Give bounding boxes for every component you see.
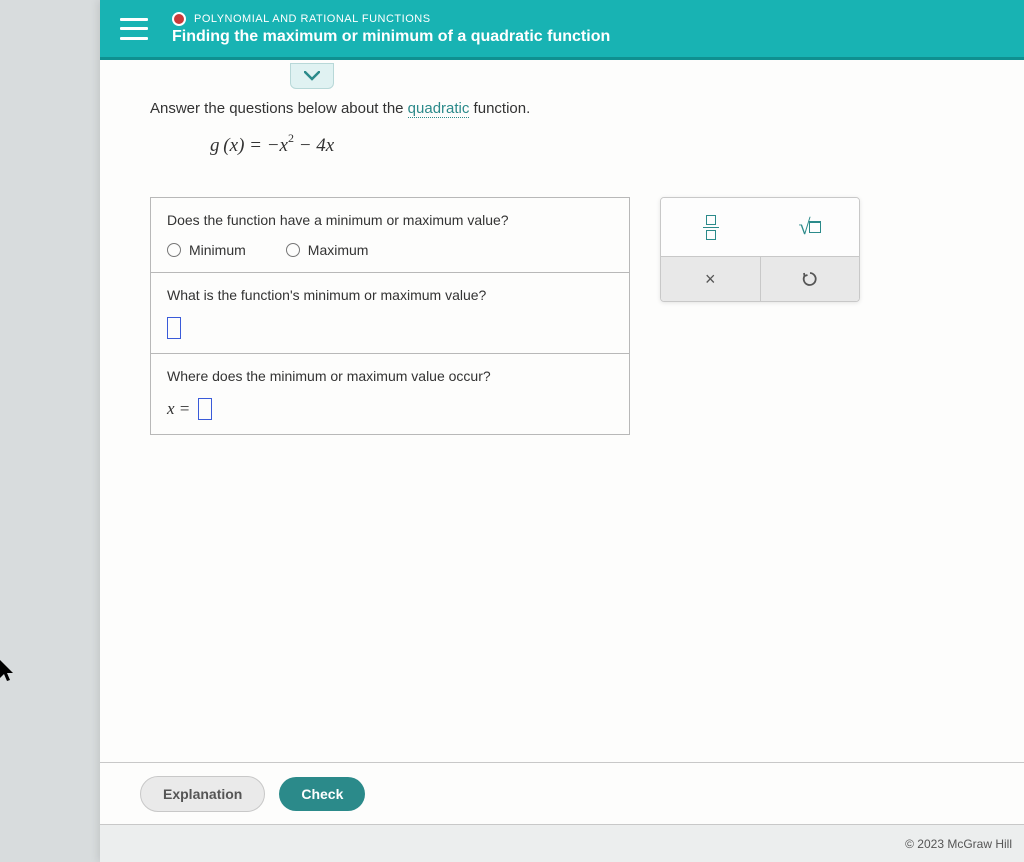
header-title: Finding the maximum or minimum of a quad… — [172, 28, 1004, 46]
q3-text: Where does the minimum or maximum value … — [167, 368, 613, 384]
content-area: Answer the questions below about the qua… — [100, 60, 1024, 435]
fraction-icon — [703, 215, 719, 241]
menu-icon[interactable] — [120, 18, 148, 40]
answer-input-value[interactable] — [167, 317, 181, 339]
explanation-button[interactable]: Explanation — [140, 776, 265, 812]
radio-icon — [286, 243, 300, 257]
copyright-text: © 2023 McGraw Hill — [905, 837, 1012, 851]
glossary-link-quadratic[interactable]: quadratic — [408, 100, 470, 118]
question-box: Does the function have a minimum or maxi… — [150, 197, 630, 435]
radio-minimum[interactable]: Minimum — [167, 242, 246, 258]
math-toolbox: √ × — [660, 197, 860, 302]
tool-clear[interactable]: × — [661, 257, 761, 301]
question-2: What is the function's minimum or maximu… — [151, 273, 629, 354]
radio-icon — [167, 243, 181, 257]
app-frame: POLYNOMIAL AND RATIONAL FUNCTIONS Findin… — [100, 0, 1024, 862]
radio-label-minimum: Minimum — [189, 242, 246, 258]
radio-label-maximum: Maximum — [308, 242, 369, 258]
equation-display: g (x) = −x2 − 4x — [210, 133, 974, 157]
close-icon: × — [705, 269, 716, 290]
tool-sqrt[interactable]: √ — [790, 210, 830, 244]
tool-reset[interactable] — [761, 257, 860, 301]
tool-fraction[interactable] — [691, 210, 731, 244]
q2-text: What is the function's minimum or maximu… — [167, 287, 613, 303]
footer-bar: Explanation Check — [100, 762, 1024, 824]
cursor-arrow — [0, 660, 16, 684]
check-button[interactable]: Check — [279, 777, 365, 811]
equation-lhs: g (x) = −x2 − 4x — [210, 135, 334, 156]
radio-maximum[interactable]: Maximum — [286, 242, 369, 258]
question-prompt: Answer the questions below about the qua… — [150, 100, 974, 117]
q1-text: Does the function have a minimum or maxi… — [167, 212, 613, 228]
question-1: Does the function have a minimum or maxi… — [151, 198, 629, 273]
app-header: POLYNOMIAL AND RATIONAL FUNCTIONS Findin… — [100, 0, 1024, 60]
answer-input-x[interactable] — [198, 398, 212, 420]
prompt-pre: Answer the questions below about the — [150, 100, 408, 117]
question-3: Where does the minimum or maximum value … — [151, 354, 629, 434]
expand-tab[interactable] — [290, 63, 334, 89]
reset-icon — [801, 270, 819, 288]
header-text: POLYNOMIAL AND RATIONAL FUNCTIONS Findin… — [172, 12, 1004, 46]
chevron-down-icon — [304, 71, 320, 81]
sqrt-icon: √ — [798, 214, 820, 240]
header-category: POLYNOMIAL AND RATIONAL FUNCTIONS — [172, 12, 1004, 26]
copyright-bar: © 2023 McGraw Hill — [100, 824, 1024, 862]
q3-lhs: x = — [167, 399, 190, 419]
prompt-post: function. — [469, 100, 530, 117]
